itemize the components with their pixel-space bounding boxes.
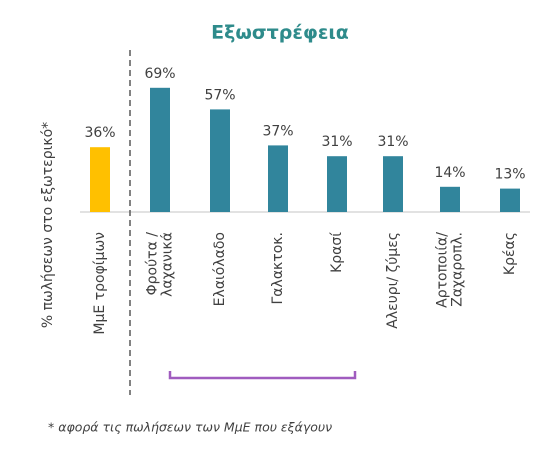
value-label: 69% (144, 66, 175, 82)
value-label: 14% (434, 165, 465, 181)
footnote: * αφορά τις πωλήσεων των ΜμΕ που εξάγουν (48, 420, 332, 435)
x-tick-label: Κρασί (329, 232, 345, 273)
value-label: 31% (321, 134, 352, 150)
group-bracket (168, 371, 357, 380)
bar (150, 87, 170, 212)
value-label: 36% (84, 125, 115, 141)
bar (268, 145, 288, 212)
chart-title: Εξωστρέφεια (211, 22, 349, 44)
x-tick-label: Γαλακτοκ. (270, 232, 286, 305)
value-label: 13% (494, 167, 525, 183)
x-tick-label: ΜμΕ τροφίμων (92, 232, 108, 335)
bar (210, 109, 230, 212)
value-label: 31% (377, 134, 408, 150)
bar (500, 188, 520, 212)
x-tick-label: Αρτοποιία/Ζαχαροπλ. (434, 232, 465, 308)
bar (327, 156, 347, 212)
x-tick-label: Ελαιόλαδο (212, 232, 228, 306)
x-tick-label: Κρέας (502, 232, 518, 275)
y-axis-label: % πωλήσεων στο εξωτερικό* (40, 122, 56, 328)
bar (383, 156, 403, 212)
value-label: 57% (204, 87, 235, 103)
x-tick-label: Αλευρι/ ζύμες (385, 232, 401, 329)
bar (90, 147, 110, 212)
value-label: 37% (262, 123, 293, 139)
x-tick-label: Φρούτα /λαχανικά (144, 232, 175, 297)
bar (440, 186, 460, 212)
